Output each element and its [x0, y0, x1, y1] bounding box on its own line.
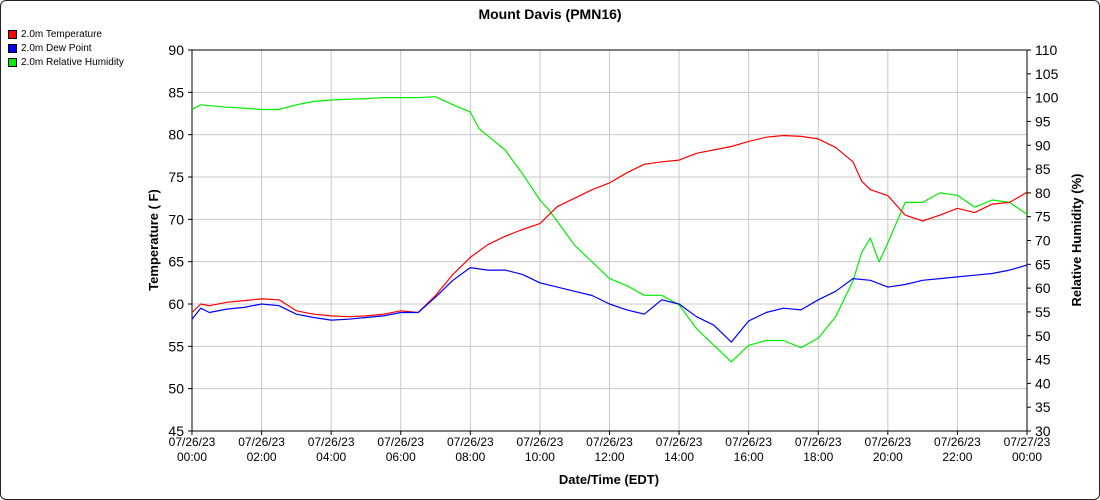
x-tick-label-time: 12:00 — [594, 450, 624, 464]
x-tick-label-time: 22:00 — [942, 450, 972, 464]
series-line-2-0m-dew-point — [191, 264, 1028, 343]
y-right-tick-label: 65 — [1035, 256, 1051, 272]
y-left-tick-label: 90 — [168, 42, 184, 58]
x-tick-label-date: 07/26/23 — [795, 435, 842, 449]
series-line-2-0m-relative-humidity — [191, 96, 1028, 363]
x-tick-label-time: 08:00 — [455, 450, 485, 464]
y-right-tick-label: 85 — [1035, 161, 1051, 177]
y-left-tick-label: 80 — [168, 127, 184, 143]
x-axis-label: Date/Time (EDT) — [559, 472, 659, 487]
x-tick-label-time: 04:00 — [316, 450, 346, 464]
y-right-tick-label: 35 — [1035, 399, 1051, 415]
chart-title: Mount Davis (PMN16) — [478, 6, 621, 22]
x-tick-label-date: 07/26/23 — [656, 435, 703, 449]
y-right-tick-label: 70 — [1035, 233, 1051, 249]
x-tick-label-time: 00:00 — [177, 450, 207, 464]
legend-item: 2.0m Relative Humidity — [8, 57, 124, 68]
x-tick-label-date: 07/26/23 — [238, 435, 285, 449]
y-left-tick-label: 50 — [168, 381, 184, 397]
legend-label: 2.0m Relative Humidity — [21, 57, 124, 68]
y-right-tick-label: 55 — [1035, 304, 1051, 320]
y-right-tick-label: 90 — [1035, 137, 1051, 153]
legend-item: 2.0m Temperature — [8, 29, 102, 40]
x-tick-label-date: 07/26/23 — [169, 435, 216, 449]
x-tick-label-date: 07/26/23 — [308, 435, 355, 449]
y-right-tick-label: 30 — [1035, 423, 1051, 439]
x-tick-label-time: 06:00 — [386, 450, 416, 464]
grid — [191, 49, 1028, 432]
y-left-tick-label: 70 — [168, 211, 184, 227]
x-tick-label-date: 07/27/23 — [1004, 435, 1051, 449]
x-tick-label-time: 02:00 — [247, 450, 277, 464]
y-right-tick-label: 100 — [1035, 90, 1059, 106]
x-tick-label-date: 07/26/23 — [864, 435, 911, 449]
y-right-tick-label: 60 — [1035, 280, 1051, 296]
x-tick-label-time: 10:00 — [525, 450, 555, 464]
x-tick-label-date: 07/26/23 — [586, 435, 633, 449]
y-right-tick-label: 75 — [1035, 209, 1051, 225]
series-layer — [191, 96, 1028, 363]
axis-layer: 07/26/2300:0007/26/2302:0007/26/2304:000… — [168, 42, 1058, 464]
x-tick-label-date: 07/26/23 — [725, 435, 772, 449]
y-right-tick-label: 45 — [1035, 352, 1051, 368]
y-right-tick-label: 50 — [1035, 328, 1051, 344]
x-tick-label-time: 00:00 — [1012, 450, 1042, 464]
legend-label: 2.0m Dew Point — [21, 43, 92, 54]
series-line-2-0m-temperature — [191, 134, 1028, 318]
x-tick-label-time: 16:00 — [734, 450, 764, 464]
y-left-tick-label: 55 — [168, 338, 184, 354]
legend-item: 2.0m Dew Point — [8, 43, 92, 54]
legend-swatch — [8, 44, 17, 53]
y-axis-label-left: Temperature ( F) — [146, 189, 161, 291]
x-tick-label-time: 14:00 — [664, 450, 694, 464]
x-tick-label-date: 07/26/23 — [377, 435, 424, 449]
legend-swatch — [8, 30, 17, 39]
y-left-tick-label: 60 — [168, 296, 184, 312]
y-right-tick-label: 110 — [1035, 42, 1058, 58]
x-tick-label-date: 07/26/23 — [447, 435, 494, 449]
y-right-tick-label: 95 — [1035, 113, 1051, 129]
legend-label: 2.0m Temperature — [21, 29, 102, 40]
y-left-tick-label: 45 — [168, 423, 184, 439]
x-tick-label-date: 07/26/23 — [517, 435, 564, 449]
y-right-tick-label: 40 — [1035, 375, 1051, 391]
y-right-tick-label: 80 — [1035, 185, 1051, 201]
y-left-tick-label: 85 — [168, 84, 184, 100]
y-axis-label-right: Relative Humidity (%) — [1069, 174, 1084, 307]
legend-swatch — [8, 58, 17, 67]
x-tick-label-time: 20:00 — [873, 450, 903, 464]
x-tick-label-time: 18:00 — [803, 450, 833, 464]
y-left-tick-label: 75 — [168, 169, 184, 185]
y-left-tick-label: 65 — [168, 254, 184, 270]
y-right-tick-label: 105 — [1035, 66, 1059, 82]
x-tick-label-date: 07/26/23 — [934, 435, 981, 449]
